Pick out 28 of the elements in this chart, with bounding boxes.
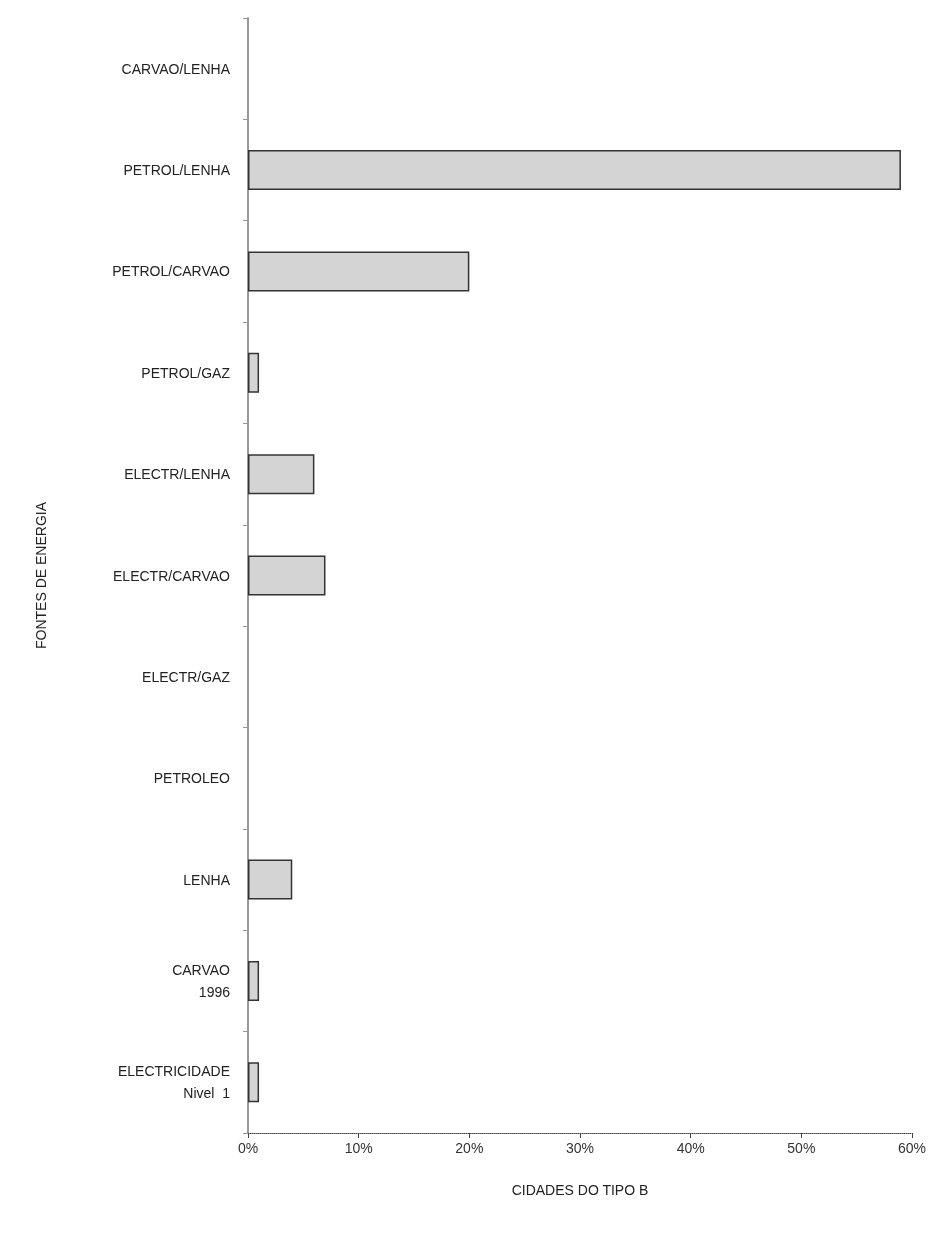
y-axis-title: FONTES DE ENERGIA bbox=[33, 501, 49, 650]
bar bbox=[248, 960, 260, 1001]
y-tick-label: LENHA bbox=[183, 871, 231, 888]
y-tick-label: PETROL/GAZ bbox=[141, 364, 231, 381]
x-tick-label: 20% bbox=[455, 1140, 484, 1156]
y-tick-label: PETROL/LENHA bbox=[123, 162, 231, 179]
y-tick-label: CARVAO 1996 bbox=[172, 961, 231, 1000]
y-tick-label: ELECTR/CARVAO bbox=[113, 567, 231, 584]
bar bbox=[248, 859, 293, 900]
y-tick-label: ELECTR/GAZ bbox=[142, 668, 231, 685]
x-tick-label: 50% bbox=[787, 1140, 816, 1156]
bar bbox=[248, 251, 470, 292]
bar bbox=[248, 555, 326, 596]
y-tick-label: PETROL/CARVAO bbox=[112, 263, 231, 280]
bar bbox=[248, 454, 315, 495]
bar bbox=[248, 1062, 260, 1103]
bar bbox=[248, 352, 260, 393]
y-tick-label: ELECTR/LENHA bbox=[124, 466, 231, 483]
x-tick-label: 10% bbox=[344, 1140, 373, 1156]
x-tick-label: 0% bbox=[237, 1140, 259, 1156]
x-tick-label: 30% bbox=[565, 1140, 595, 1156]
x-axis-title: CIDADES DO TIPO B bbox=[511, 1182, 649, 1198]
y-tick-label: PETROLEO bbox=[153, 770, 231, 787]
bar bbox=[248, 150, 901, 191]
y-tick-label: ELECTRICIDADE Nivel 1 bbox=[117, 1063, 231, 1102]
y-tick-label: CARVAO/LENHA bbox=[121, 60, 231, 77]
x-tick-label: 40% bbox=[676, 1140, 705, 1156]
x-tick-label: 60% bbox=[897, 1140, 927, 1156]
